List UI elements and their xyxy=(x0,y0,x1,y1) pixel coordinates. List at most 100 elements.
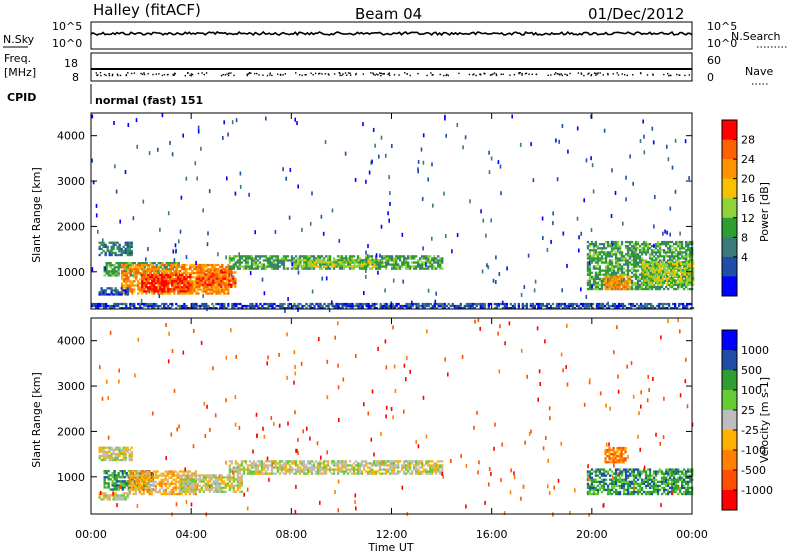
echo-cell xyxy=(483,307,486,310)
nave-dot xyxy=(519,72,521,74)
echo-cell xyxy=(220,279,223,282)
echo-cell xyxy=(297,261,300,264)
nave-dot xyxy=(580,73,583,75)
echo-cell xyxy=(204,482,207,485)
echo-cell xyxy=(120,287,123,290)
echo-cell xyxy=(509,307,512,310)
echo-cell xyxy=(134,474,137,477)
echo-cell xyxy=(680,279,683,282)
echo-cell xyxy=(337,302,340,306)
echo-cell xyxy=(630,287,634,291)
echo-cell xyxy=(128,452,131,456)
echo-cell xyxy=(640,243,644,246)
echo-cell xyxy=(421,304,424,308)
echo-cell xyxy=(689,240,692,244)
echo-cell xyxy=(639,139,642,143)
echo-cell xyxy=(678,265,681,268)
echo-cell xyxy=(117,262,120,265)
echo-cell xyxy=(592,281,596,285)
echo-cell xyxy=(127,276,130,279)
echo-cell xyxy=(140,486,143,490)
echo-cell xyxy=(194,470,197,473)
echo-cell xyxy=(610,281,613,285)
echo-cell xyxy=(118,253,121,257)
echo-cell xyxy=(197,265,200,269)
echo-cell xyxy=(286,259,290,262)
echo-cell xyxy=(331,304,334,308)
echo-cell xyxy=(180,482,183,485)
echo-cell xyxy=(658,253,662,256)
echo-cell xyxy=(211,267,214,271)
echo-cell xyxy=(171,276,174,279)
echo-cell xyxy=(623,304,627,308)
echo-cell xyxy=(602,279,606,282)
echo-cell xyxy=(379,267,382,270)
echo-cell xyxy=(165,277,168,281)
nave-dot xyxy=(646,74,649,76)
echo-cell xyxy=(274,265,278,268)
echo-cell xyxy=(147,302,150,306)
echo-cell xyxy=(634,265,638,268)
echo-cell xyxy=(663,287,666,291)
echo-cell xyxy=(151,472,154,475)
echo-cell xyxy=(375,259,378,262)
echo-cell xyxy=(239,302,242,306)
echo-cell xyxy=(674,267,677,270)
echo-cell xyxy=(220,271,223,274)
echo-cell xyxy=(143,266,146,269)
echo-cell xyxy=(627,302,631,306)
echo-cell xyxy=(581,302,585,306)
echo-cell xyxy=(179,284,182,287)
echo-cell xyxy=(665,243,668,246)
echo-cell xyxy=(616,249,620,252)
nave-dot xyxy=(640,72,642,75)
echo-cell xyxy=(614,285,617,289)
echo-cell xyxy=(679,253,682,256)
echo-cell xyxy=(112,243,115,246)
echo-cell xyxy=(174,474,177,477)
echo-cell xyxy=(614,279,617,282)
echo-cell xyxy=(378,154,380,159)
echo-cell xyxy=(264,265,268,268)
echo-cell xyxy=(666,269,669,272)
echo-cell xyxy=(523,304,526,308)
echo-cell xyxy=(111,272,114,275)
echo-cell xyxy=(604,259,608,262)
echo-cell xyxy=(245,304,248,308)
echo-cell xyxy=(208,189,211,194)
echo-cell xyxy=(304,259,308,262)
colorbar-segment xyxy=(722,217,737,238)
echo-cell xyxy=(210,285,213,288)
echo-cell xyxy=(643,304,647,308)
echo-cell xyxy=(638,255,642,258)
echo-cell xyxy=(679,257,682,260)
echo-cell xyxy=(686,269,689,272)
echo-cell xyxy=(180,470,183,473)
echo-cell xyxy=(187,290,190,293)
echo-cell xyxy=(638,249,642,252)
echo-cell xyxy=(148,151,151,156)
echo-cell xyxy=(106,293,109,296)
echo-cell xyxy=(628,285,631,289)
echo-cell xyxy=(383,255,386,258)
echo-cell xyxy=(222,476,225,479)
echo-cell xyxy=(650,251,654,254)
echo-cell xyxy=(612,283,616,287)
echo-cell xyxy=(618,273,622,276)
echo-cell xyxy=(395,259,398,262)
echo-cell xyxy=(632,269,636,272)
echo-cell xyxy=(204,474,207,477)
echo-cell xyxy=(270,261,274,264)
echo-cell xyxy=(128,241,131,244)
echo-cell xyxy=(141,290,144,293)
echo-cell xyxy=(403,263,406,266)
echo-cell xyxy=(175,288,178,291)
echo-cell xyxy=(164,482,167,485)
echo-cell xyxy=(688,262,691,266)
echo-cell xyxy=(670,271,673,274)
echo-cell xyxy=(327,302,330,306)
echo-cell xyxy=(273,302,276,306)
echo-cell xyxy=(422,246,424,251)
echo-cell xyxy=(600,279,604,282)
echo-cell xyxy=(139,278,142,281)
